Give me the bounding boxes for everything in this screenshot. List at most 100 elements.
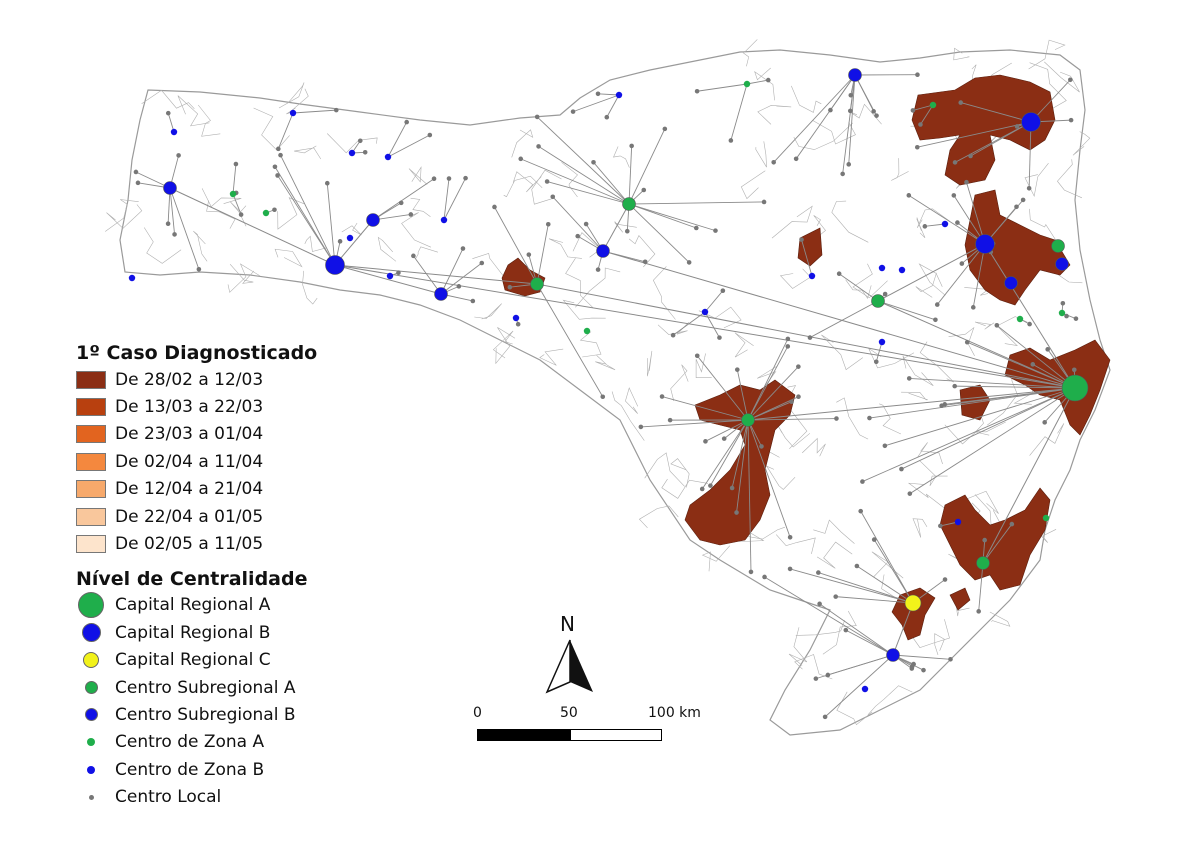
connection-line [747,419,791,538]
local-center-dot [238,212,244,217]
center-dot [976,556,990,570]
municipality-border [740,170,766,200]
connection-line [835,596,914,604]
case-class-row: De 02/04 a 11/04 [76,448,366,475]
centrality-level-label: Centro Local [115,787,222,808]
connection-line [536,116,630,205]
connection-line [917,121,1032,148]
municipality-border [871,551,904,579]
municipality-border [512,171,542,193]
hub-connection-line [747,387,1076,421]
municipality-border [415,246,438,260]
connection-line [909,387,1076,495]
connection-line [884,387,1076,447]
center-dot [1042,514,1050,522]
local-center-dot [858,508,863,514]
local-center-dot [759,444,764,449]
center-dot [898,266,906,274]
center-dot [128,274,136,282]
local-center-dot [1009,521,1015,527]
local-center-dot [964,339,970,345]
local-center-dot [762,574,767,580]
local-centers [133,72,1080,720]
local-center-dot [828,107,833,113]
local-center-dot [951,193,957,198]
case-class-label: De 28/02 a 12/03 [115,369,264,390]
center-dot [904,594,922,612]
center-dot [440,216,448,224]
connection-line [628,203,697,229]
center-dot [1016,315,1024,323]
municipality-border [778,426,811,448]
municipality-border [193,230,208,262]
case-class-row: De 22/04 a 01/05 [76,503,366,530]
municipality-border [628,235,656,268]
local-center-dot [871,109,876,114]
local-center-dot [536,144,541,149]
local-center-dot [703,439,708,444]
connection-line [697,83,748,92]
local-center-dot [942,577,948,582]
connection-line [736,369,749,421]
centrality-level-label: Capital Regional C [115,650,271,671]
center-dot [871,294,885,308]
connection-line [372,178,435,221]
local-center-dot [515,321,521,327]
municipality-border [816,541,853,569]
connection-line [869,387,1076,419]
connection-line [167,113,175,133]
center-dot [929,101,937,109]
local-center-dot [1026,185,1032,191]
local-center-dot [955,220,960,225]
centrality-symbol-icon [76,759,106,781]
connection-line [538,146,630,205]
connection-line [978,562,984,612]
center-dot [583,327,591,335]
local-center-dot [708,483,713,488]
local-center-dot [575,233,581,239]
connection-line [920,104,934,125]
connection-line [628,203,716,232]
municipality-border [901,391,928,401]
municipality-border [503,175,543,198]
centrality-symbol-icon [76,592,106,619]
center-dot [163,181,177,195]
hub-connection-line [536,283,1076,389]
municipality-border [1057,159,1083,199]
local-center-dot [1045,347,1050,352]
connection-line [875,341,883,362]
case-class-label: De 02/04 a 11/04 [115,451,264,472]
municipality-border [836,691,873,726]
connection-line [232,164,237,195]
connection-line [628,145,633,205]
municipality-border [511,129,534,158]
local-center-dot [431,176,437,181]
local-center-dot [595,91,601,97]
local-center-dot [1064,313,1069,319]
local-center-dot [1068,117,1074,123]
hub-connection-line [602,203,630,252]
local-center-dot [600,394,606,400]
local-center-dot [748,569,754,575]
municipality-border [915,272,937,298]
local-center-dot [624,228,630,234]
local-center-dot [550,194,556,200]
municipality-border [401,212,432,248]
connection-line [856,565,914,604]
local-center-dot [278,152,283,158]
center-dot [941,220,949,228]
municipality-border [791,85,822,113]
municipality-border [539,348,564,366]
center-dot [1058,309,1066,317]
case-region-sul [939,487,1051,591]
municipality-border [495,327,516,365]
connection-line [696,355,749,421]
municipality-border [1028,39,1066,70]
connection-line [970,121,1032,157]
municipality-border [771,205,813,239]
municipality-border [801,437,826,457]
local-center-dot [659,394,665,399]
local-center-dot [848,92,854,98]
local-center-dot [686,260,692,265]
case-region-serra [684,379,796,546]
